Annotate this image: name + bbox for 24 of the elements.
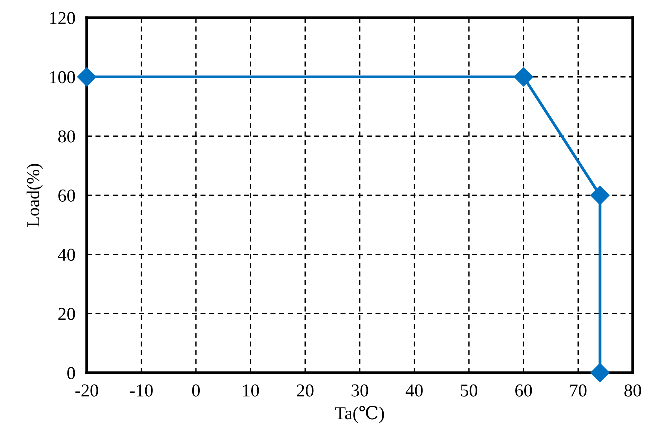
point: [590, 363, 610, 383]
y-tick-label: 20: [58, 308, 76, 320]
y-tick-label: 100: [50, 71, 76, 84]
y-tick-label: 40: [58, 248, 76, 262]
y-tick-label: 120: [50, 12, 76, 24]
x-axis-title: Ta(℃): [335, 406, 384, 424]
y-axis-title: Load(%): [26, 164, 44, 228]
y-tick-label: 60: [58, 190, 76, 202]
point: [590, 186, 610, 206]
y-tick-label: 0: [68, 367, 76, 380]
x-tick-label: 50: [461, 384, 478, 397]
x-tick-label: 20: [297, 384, 314, 397]
x-tick-label: 10: [243, 384, 260, 397]
x-tick-label: 70: [570, 384, 587, 397]
point: [514, 68, 534, 87]
x-tick-label: -20: [76, 384, 98, 397]
y-tick-label: 80: [58, 130, 76, 143]
x-tick-label: 60: [516, 384, 532, 397]
x-tick-label: 30: [352, 384, 368, 397]
point: [77, 68, 97, 87]
x-tick-label: 40: [406, 384, 423, 397]
x-tick-label: 80: [624, 384, 642, 397]
x-tick-label: 0: [192, 384, 200, 397]
x-tick-label: -10: [130, 384, 153, 397]
